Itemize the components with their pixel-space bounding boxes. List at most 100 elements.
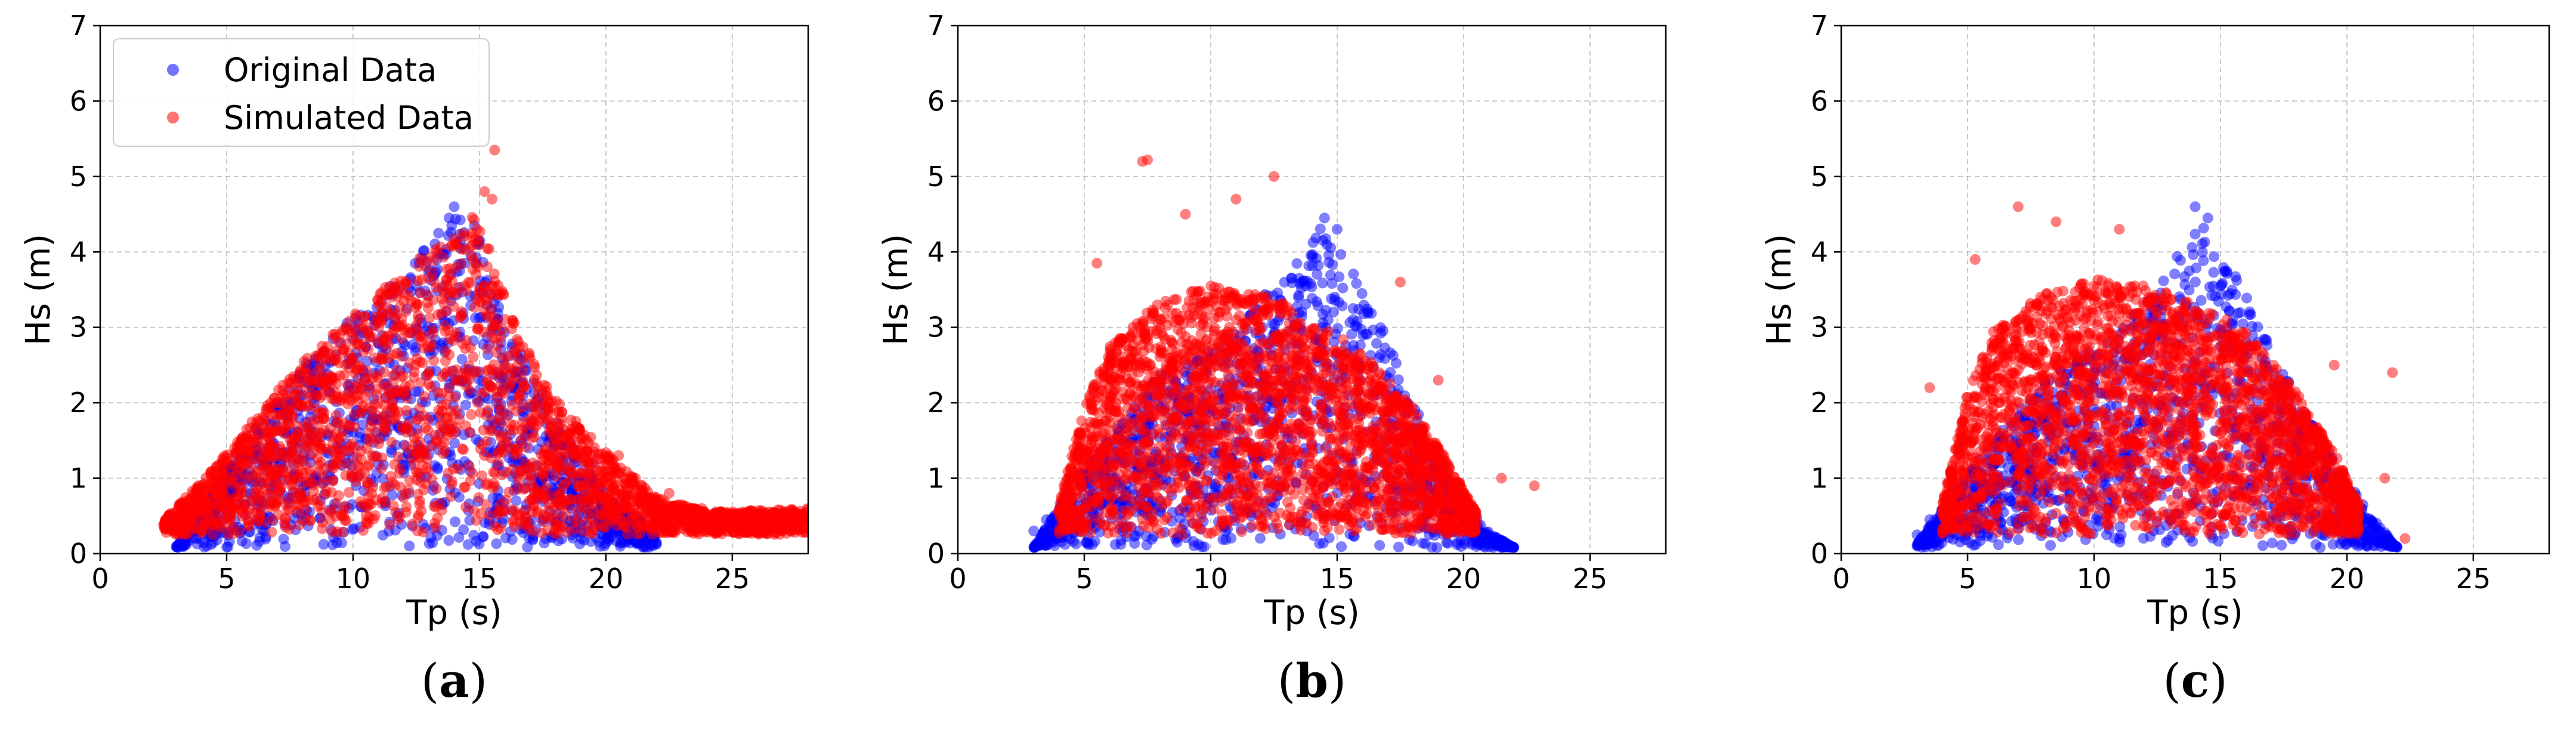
data-point bbox=[279, 517, 290, 529]
data-point bbox=[462, 539, 474, 550]
data-point bbox=[418, 342, 429, 354]
data-point bbox=[368, 451, 379, 462]
data-point bbox=[346, 471, 357, 482]
data-point bbox=[651, 537, 662, 548]
data-point bbox=[333, 419, 345, 430]
data-point bbox=[449, 437, 460, 449]
data-point bbox=[570, 517, 581, 528]
data-point bbox=[522, 542, 533, 552]
data-point bbox=[355, 446, 367, 457]
data-point bbox=[558, 480, 569, 492]
y-tick-label: 5 bbox=[70, 160, 87, 193]
data-point bbox=[190, 503, 201, 514]
data-point bbox=[565, 441, 576, 452]
data-point bbox=[331, 537, 342, 548]
x-tick-label: 20 bbox=[589, 563, 624, 595]
data-point bbox=[305, 465, 316, 477]
data-point bbox=[395, 371, 407, 382]
data-point bbox=[460, 399, 471, 410]
data-point bbox=[386, 437, 397, 448]
data-point bbox=[427, 267, 438, 278]
data-point bbox=[453, 463, 463, 474]
data-point bbox=[363, 327, 374, 338]
data-point bbox=[425, 532, 437, 543]
data-point bbox=[372, 372, 384, 384]
data-point bbox=[185, 493, 196, 504]
data-point bbox=[558, 424, 569, 435]
series-simulated bbox=[158, 144, 808, 540]
data-point bbox=[445, 241, 456, 252]
data-point bbox=[431, 483, 442, 495]
data-point bbox=[585, 431, 596, 443]
data-point bbox=[268, 393, 280, 404]
data-point bbox=[616, 502, 627, 513]
x-tick-label: 0 bbox=[91, 563, 109, 595]
data-point bbox=[622, 529, 633, 540]
data-point bbox=[299, 491, 311, 502]
data-point bbox=[491, 347, 503, 359]
data-point bbox=[664, 527, 676, 538]
data-point bbox=[527, 458, 539, 468]
data-point bbox=[168, 514, 180, 525]
data-point bbox=[372, 294, 383, 305]
data-point bbox=[456, 243, 467, 255]
data-point bbox=[331, 378, 342, 389]
data-point bbox=[372, 384, 383, 394]
data-point bbox=[241, 424, 252, 435]
data-point bbox=[251, 506, 262, 517]
data-point bbox=[524, 348, 535, 359]
data-point bbox=[450, 262, 461, 273]
data-point bbox=[1254, 533, 1266, 544]
data-point bbox=[376, 463, 387, 474]
data-point bbox=[458, 482, 469, 493]
data-point bbox=[752, 523, 763, 534]
data-point bbox=[453, 532, 465, 543]
data-point bbox=[427, 440, 438, 451]
data-point bbox=[458, 444, 469, 455]
data-point bbox=[507, 314, 518, 326]
data-point bbox=[488, 359, 499, 370]
data-point bbox=[692, 522, 703, 533]
y-tick-label: 4 bbox=[70, 236, 87, 268]
data-point bbox=[358, 311, 370, 322]
data-point bbox=[482, 343, 493, 354]
data-point bbox=[386, 415, 397, 426]
data-point bbox=[245, 441, 256, 452]
data-point bbox=[359, 467, 370, 478]
data-point bbox=[421, 462, 432, 474]
data-point bbox=[419, 391, 430, 402]
data-point bbox=[489, 144, 500, 156]
data-point bbox=[553, 515, 565, 526]
y-axis-label: Hs (m) bbox=[19, 234, 58, 345]
data-point bbox=[496, 470, 508, 481]
data-point bbox=[234, 445, 245, 456]
axes-frame bbox=[99, 24, 809, 555]
data-point bbox=[456, 306, 467, 317]
data-point bbox=[252, 426, 264, 437]
data-point bbox=[376, 307, 387, 318]
data-point bbox=[330, 345, 342, 357]
y-tick-label: 1 bbox=[70, 462, 87, 495]
data-point bbox=[317, 472, 329, 483]
data-point bbox=[383, 353, 394, 364]
data-point bbox=[327, 475, 339, 487]
data-point bbox=[217, 468, 228, 479]
data-point bbox=[545, 490, 556, 501]
data-point bbox=[472, 397, 483, 408]
data-point bbox=[494, 411, 506, 422]
data-point bbox=[198, 479, 209, 490]
data-point bbox=[177, 498, 188, 509]
data-point bbox=[1348, 268, 1359, 280]
data-point bbox=[587, 523, 598, 535]
data-point bbox=[467, 264, 478, 275]
data-point bbox=[289, 474, 299, 486]
data-point bbox=[174, 538, 185, 549]
data-point bbox=[381, 382, 392, 394]
data-point bbox=[418, 332, 429, 342]
data-point bbox=[246, 496, 257, 506]
data-point bbox=[585, 536, 596, 547]
data-point bbox=[262, 477, 273, 489]
data-point bbox=[485, 303, 497, 314]
data-point bbox=[405, 328, 416, 339]
data-point bbox=[375, 354, 386, 366]
